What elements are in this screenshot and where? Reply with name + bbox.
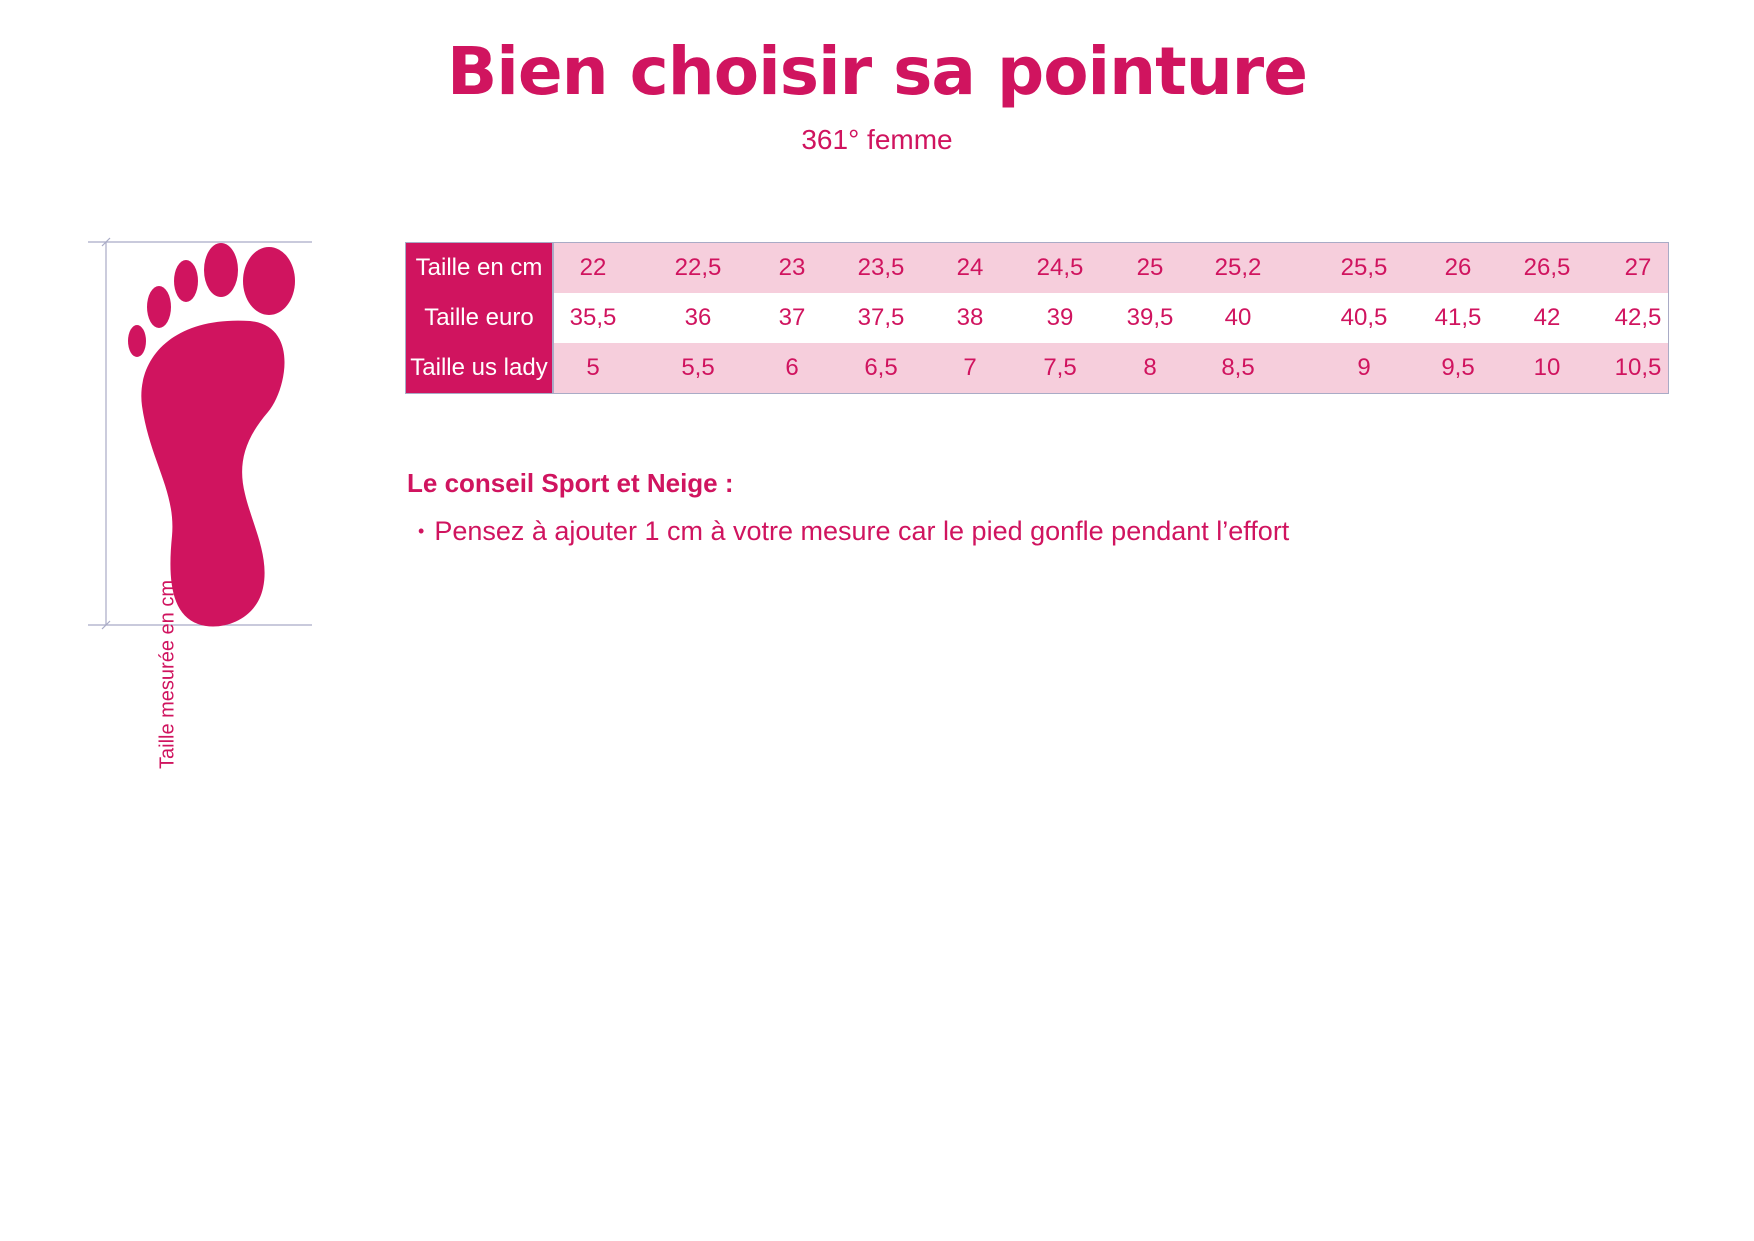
table-cell: 22 — [579, 254, 607, 281]
table-cell: 5 — [586, 354, 600, 381]
size-conversion-table: Taille en cm 22 22,5 23 23,5 24 24,5 25 … — [405, 242, 1669, 394]
foot-sole — [141, 320, 285, 627]
fourth-toe — [147, 286, 171, 328]
table-cell: 23 — [778, 254, 806, 281]
table-cell: 10 — [1533, 354, 1561, 381]
table-cell: 35,5 — [569, 304, 617, 331]
table-cell: 7 — [963, 354, 977, 381]
bullet-icon: • — [418, 521, 425, 541]
advice-title: Le conseil Sport et Neige : — [407, 468, 734, 498]
page-title: Bien choisir sa pointure — [446, 33, 1308, 110]
table-cell: 37 — [778, 304, 806, 331]
table-cell: 42,5 — [1614, 304, 1662, 331]
big-toe — [243, 247, 295, 315]
table-cell: 9 — [1357, 354, 1371, 381]
table-cell: 41,5 — [1434, 304, 1482, 331]
top-tick — [101, 237, 111, 247]
table-cell: 42 — [1533, 304, 1561, 331]
second-toe — [204, 243, 238, 297]
table-cell: 8 — [1143, 354, 1157, 381]
table-cell: 5,5 — [681, 354, 715, 381]
table-cell: 25 — [1136, 254, 1164, 281]
table-cell: 7,5 — [1043, 354, 1077, 381]
third-toe — [174, 260, 198, 302]
advice-list-item: • Pensez à ajouter 1 cm à votre mesure c… — [418, 516, 1289, 547]
table-cell: 24,5 — [1036, 254, 1084, 281]
table-cell: 8,5 — [1221, 354, 1255, 381]
table-cell: 22,5 — [674, 254, 722, 281]
table-cell: 6 — [785, 354, 799, 381]
table-cell: 39,5 — [1126, 304, 1174, 331]
table-cell: 10,5 — [1614, 354, 1662, 381]
table-cell: 39 — [1046, 304, 1074, 331]
row-header: Taille euro — [406, 293, 554, 343]
bottom-tick — [101, 620, 111, 630]
table-cell: 40 — [1224, 304, 1252, 331]
row-header: Taille en cm — [406, 243, 554, 293]
table-cell: 40,5 — [1340, 304, 1388, 331]
table-cell: 36 — [684, 304, 712, 331]
foot-icon — [88, 237, 312, 630]
table-cell: 38 — [956, 304, 984, 331]
table-row-cm: Taille en cm 22 22,5 23 23,5 24 24,5 25 … — [406, 243, 1668, 293]
foot-measure-diagram: Taille mesurée en cm — [60, 236, 320, 769]
table-row-euro: Taille euro 35,5 36 37 37,5 38 39 39,5 4… — [406, 293, 1668, 343]
table-cell: 6,5 — [864, 354, 898, 381]
table-cell: 27 — [1624, 254, 1652, 281]
table-cell: 25,2 — [1214, 254, 1262, 281]
measure-label: Taille mesurée en cm — [156, 580, 179, 769]
table-cell: 26 — [1444, 254, 1472, 281]
table-cell: 25,5 — [1340, 254, 1388, 281]
table-cell: 9,5 — [1441, 354, 1475, 381]
row-header: Taille us lady — [406, 343, 554, 393]
table-cell: 24 — [956, 254, 984, 281]
table-cell: 37,5 — [857, 304, 905, 331]
table-row-us: Taille us lady 5 5,5 6 6,5 7 7,5 8 8,5 9… — [406, 343, 1668, 393]
advice-text: Pensez à ajouter 1 cm à votre mesure car… — [434, 516, 1290, 546]
page-subtitle: 361° femme — [801, 124, 953, 155]
table-cell: 23,5 — [857, 254, 905, 281]
little-toe — [128, 325, 146, 357]
table-cell: 26,5 — [1523, 254, 1571, 281]
